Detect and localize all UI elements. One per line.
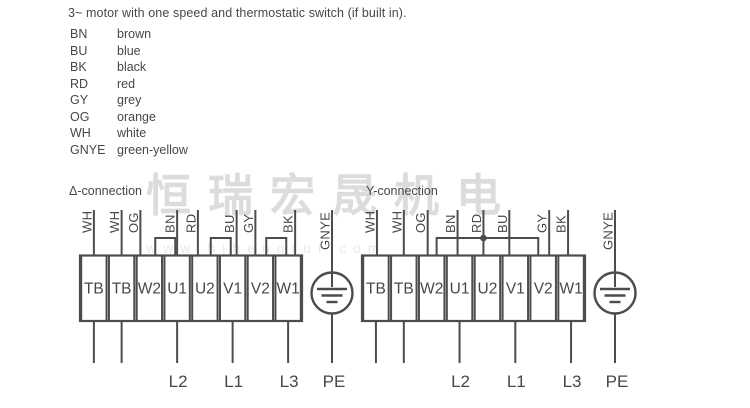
legend-color-name: blue bbox=[117, 43, 141, 58]
phase-label-delta-l2: L2 bbox=[169, 372, 188, 391]
legend-color-name: red bbox=[117, 76, 136, 91]
wire-label-wye-wh: WH bbox=[389, 211, 404, 233]
terminal-label-wye-u13: U1 bbox=[450, 281, 470, 298]
terminal-label-wye-v15: V1 bbox=[506, 281, 525, 298]
legend-color-name: brown bbox=[117, 27, 152, 41]
y-connection-label: Y-connection bbox=[366, 184, 438, 198]
wire-label-delta-bk: BK bbox=[281, 215, 296, 233]
legend-color-name: black bbox=[117, 60, 147, 74]
phase-label-wye-l2: L2 bbox=[451, 372, 470, 391]
wire-label-wye-og: OG bbox=[413, 212, 428, 233]
phase-label-delta-l3: L3 bbox=[280, 372, 299, 391]
watermark-text: 恒瑞宏晟机电 bbox=[146, 170, 519, 221]
legend-abbr: BU bbox=[70, 43, 88, 58]
jumper-link-v2-w1 bbox=[265, 237, 288, 256]
jumper-link-w2-u1 bbox=[154, 237, 177, 256]
terminal-label-delta-u13: U1 bbox=[167, 281, 187, 298]
legend-row: OG orange bbox=[70, 109, 188, 126]
legend-abbr: GY bbox=[70, 93, 89, 107]
phase-label-wye-l1: L1 bbox=[507, 372, 526, 391]
legend-abbr: RD bbox=[70, 76, 89, 91]
wire-color-legend: BN brown BU blue BK black RD red GY grey OG orange W… bbox=[70, 26, 188, 158]
terminal-strip-wye bbox=[360, 254, 587, 323]
pe-label-delta: PE bbox=[323, 372, 346, 391]
terminal-label-wye-v26: V2 bbox=[534, 281, 553, 298]
wire-label-wye-rd: RD bbox=[469, 214, 484, 233]
terminal-label-wye-tb1: TB bbox=[394, 281, 414, 298]
wire-label-wye-gnye: GNYE bbox=[601, 212, 616, 250]
legend-abbr: WH bbox=[70, 126, 91, 140]
phase-label-delta-l1: L1 bbox=[224, 372, 243, 391]
wire-label-delta-wh: WH bbox=[79, 211, 94, 233]
terminal-label-delta-v26: V2 bbox=[251, 281, 270, 298]
jumper-link-u2-v1 bbox=[209, 237, 232, 256]
legend-row: RD red bbox=[70, 76, 188, 93]
legend-row: BK black bbox=[70, 59, 188, 76]
delta-connection-label: Δ-connection bbox=[69, 184, 142, 198]
legend-row: GNYE green-yellow bbox=[70, 142, 188, 159]
legend-color-name: white bbox=[117, 126, 147, 140]
star-point-bridge bbox=[435, 237, 540, 256]
terminal-cell-wye-v15 bbox=[501, 254, 530, 322]
terminal-label-wye-w17: W1 bbox=[559, 281, 582, 298]
terminal-label-delta-w22: W2 bbox=[138, 281, 161, 298]
wire-label-wye-bn: BN bbox=[443, 214, 458, 233]
terminal-cell-wye-tb0 bbox=[362, 254, 390, 322]
terminal-strip-delta bbox=[78, 254, 304, 323]
terminal-label-wye-tb0: TB bbox=[366, 281, 386, 298]
legend-abbr: GNYE bbox=[70, 142, 106, 157]
wire-label-wye-bu: BU bbox=[495, 214, 510, 233]
page-title: 3~ motor with one speed and thermostatic… bbox=[68, 6, 407, 20]
terminal-cell-wye-u13 bbox=[445, 254, 474, 322]
legend-abbr: BN bbox=[70, 27, 88, 41]
junction-dot bbox=[480, 234, 487, 242]
wire-label-delta-gy: GY bbox=[241, 214, 256, 233]
wire-label-wye-wh: WH bbox=[362, 211, 377, 233]
wire-label-wye-bk: BK bbox=[554, 215, 569, 233]
legend-row: BU blue bbox=[70, 43, 188, 60]
terminal-label-delta-tb0: TB bbox=[84, 281, 104, 298]
wire-label-delta-gnye: GNYE bbox=[318, 212, 333, 250]
legend-color-name: grey bbox=[117, 93, 142, 107]
legend-row: WH white bbox=[70, 125, 188, 142]
legend-color-name: orange bbox=[117, 109, 156, 124]
legend-row: GY grey bbox=[70, 92, 188, 109]
terminal-cell-delta-w17 bbox=[274, 254, 302, 322]
terminal-label-wye-w22: W2 bbox=[420, 281, 443, 298]
terminal-cell-delta-tb0 bbox=[80, 254, 108, 322]
terminal-cell-delta-tb1 bbox=[107, 254, 136, 322]
wire-label-delta-og: OG bbox=[126, 212, 141, 233]
wire-label-delta-bu: BU bbox=[222, 214, 237, 233]
wire-label-delta-rd: RD bbox=[183, 214, 198, 233]
terminal-label-delta-v15: V1 bbox=[223, 281, 242, 298]
terminal-label-delta-w17: W1 bbox=[277, 281, 300, 298]
legend-color-name: green-yellow bbox=[117, 142, 188, 157]
legend-abbr: BK bbox=[70, 60, 87, 74]
wire-label-delta-bn: BN bbox=[163, 214, 178, 233]
terminal-label-wye-u24: U2 bbox=[478, 281, 498, 298]
watermark-url: www.hjhengrui.com bbox=[146, 240, 387, 256]
wire-label-wye-gy: GY bbox=[535, 214, 550, 233]
terminal-label-delta-u24: U2 bbox=[195, 281, 215, 298]
legend-abbr: OG bbox=[70, 109, 90, 124]
terminal-label-delta-tb1: TB bbox=[112, 281, 132, 298]
legend-row: BN brown bbox=[70, 26, 188, 43]
wire-label-delta-wh: WH bbox=[107, 211, 122, 233]
pe-label-wye: PE bbox=[606, 372, 629, 391]
phase-label-wye-l3: L3 bbox=[563, 372, 582, 391]
